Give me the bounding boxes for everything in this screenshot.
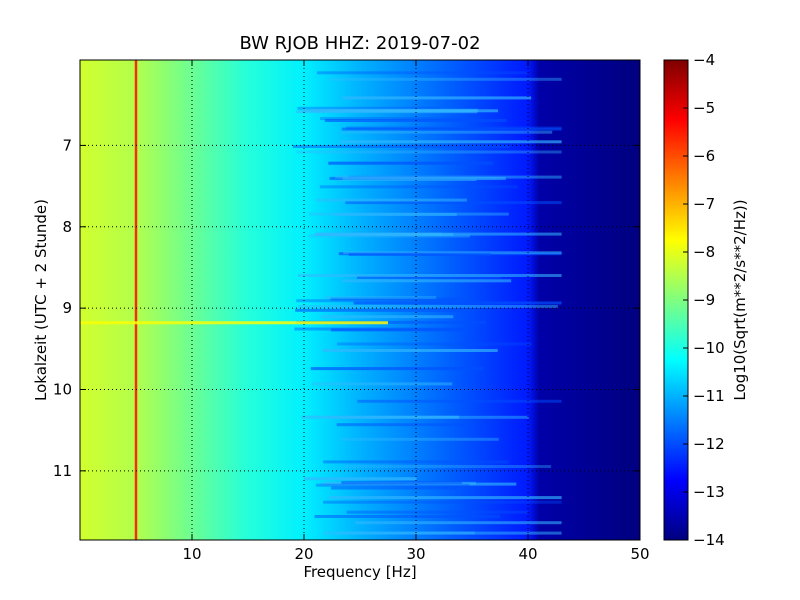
- streak: [296, 320, 486, 324]
- streak: [353, 301, 562, 305]
- colorbar-label: Log10(Sqrt(m**2/s**2/Hz)): [731, 199, 749, 400]
- colorbar-tick-label: −8: [693, 243, 715, 261]
- colorbar-tick-label: −4: [693, 51, 715, 69]
- x-tick-label: 50: [630, 545, 649, 563]
- streak: [346, 510, 528, 514]
- y-tick-label: 10: [53, 380, 72, 398]
- colorbar-tick-label: −7: [693, 195, 715, 213]
- x-tick-label: 10: [182, 545, 201, 563]
- streak: [316, 198, 467, 202]
- x-tick-label: 40: [518, 545, 537, 563]
- streak: [323, 500, 562, 504]
- streak: [328, 415, 529, 419]
- streak: [313, 109, 498, 113]
- streak: [341, 130, 553, 134]
- chart-title: BW RJOB HHZ: 2019-07-02: [239, 33, 480, 54]
- streak: [328, 161, 494, 165]
- colorbar-tick-label: −6: [693, 147, 715, 165]
- streak: [315, 483, 470, 487]
- x-tick-label: 20: [294, 545, 313, 563]
- streak: [301, 415, 460, 419]
- streak: [311, 382, 453, 386]
- streak: [320, 482, 517, 486]
- y-tick-label: 11: [53, 462, 72, 480]
- streak: [314, 515, 501, 518]
- streak: [357, 399, 562, 403]
- y-tick-label: 7: [62, 136, 72, 154]
- colorbar-tick-label: −11: [693, 387, 725, 405]
- streak: [340, 140, 562, 144]
- streak: [323, 531, 562, 535]
- streak: [304, 477, 417, 481]
- colorbar-ticks: −4 −5 −6 −7 −8 −9 −10 −11 −12 −13 −14: [683, 51, 725, 549]
- streak: [337, 531, 475, 535]
- streak: [345, 201, 562, 205]
- x-tick-label: 30: [406, 545, 425, 563]
- plot-area: [80, 60, 640, 540]
- y-axis-ticks: 7 8 9 10 11: [53, 136, 640, 480]
- grid-lines: [80, 60, 640, 540]
- y-axis-label: Lokalzeit (UTC + 2 Stunde): [32, 199, 50, 401]
- streak: [340, 437, 499, 441]
- streak: [328, 77, 562, 81]
- x-axis-ticks: 10 20 30 40 50: [182, 60, 650, 563]
- spectrogram-features: [80, 60, 388, 540]
- streak: [316, 232, 562, 236]
- colorbar-tick-label: −5: [693, 99, 715, 117]
- streak: [343, 465, 552, 468]
- colorbar-tick-label: −12: [693, 435, 725, 453]
- streak: [337, 342, 532, 346]
- streak: [297, 274, 562, 277]
- streak: [320, 117, 470, 121]
- streak: [357, 275, 501, 279]
- streak: [334, 213, 457, 216]
- x-axis-label: Frequency [Hz]: [303, 563, 416, 581]
- streak: [336, 423, 472, 427]
- streak: [317, 71, 528, 75]
- streak: [321, 315, 454, 319]
- streak: [323, 460, 509, 464]
- streak: [292, 145, 510, 148]
- y-tick-label: 9: [62, 299, 72, 317]
- colorbar-tick-label: −10: [693, 339, 725, 357]
- streak: [319, 185, 518, 189]
- streak: [322, 349, 498, 352]
- streak: [329, 496, 562, 500]
- streak: [310, 367, 484, 371]
- streak: [309, 212, 509, 216]
- streak: [296, 299, 456, 303]
- streak: [330, 328, 464, 332]
- plot-frame: [79, 59, 641, 541]
- streak: [342, 279, 512, 283]
- streak: [342, 96, 532, 100]
- streak: [335, 175, 562, 179]
- streak: [348, 253, 491, 256]
- spectrogram-texture: [292, 71, 562, 535]
- streak: [298, 305, 558, 308]
- streak: [323, 296, 437, 299]
- streak: [341, 481, 462, 484]
- streak: [297, 106, 441, 110]
- streak: [296, 150, 562, 154]
- colorbar-tick-label: −14: [693, 531, 725, 549]
- streak: [341, 127, 562, 131]
- y-tick-label: 8: [62, 218, 72, 236]
- streak: [295, 308, 473, 312]
- streak: [343, 251, 562, 255]
- streak: [331, 486, 458, 490]
- colorbar-tick-label: −13: [693, 483, 725, 501]
- streak: [342, 177, 506, 180]
- streak: [330, 297, 462, 301]
- streak: [355, 521, 562, 525]
- colorbar-tick-label: −9: [693, 291, 715, 309]
